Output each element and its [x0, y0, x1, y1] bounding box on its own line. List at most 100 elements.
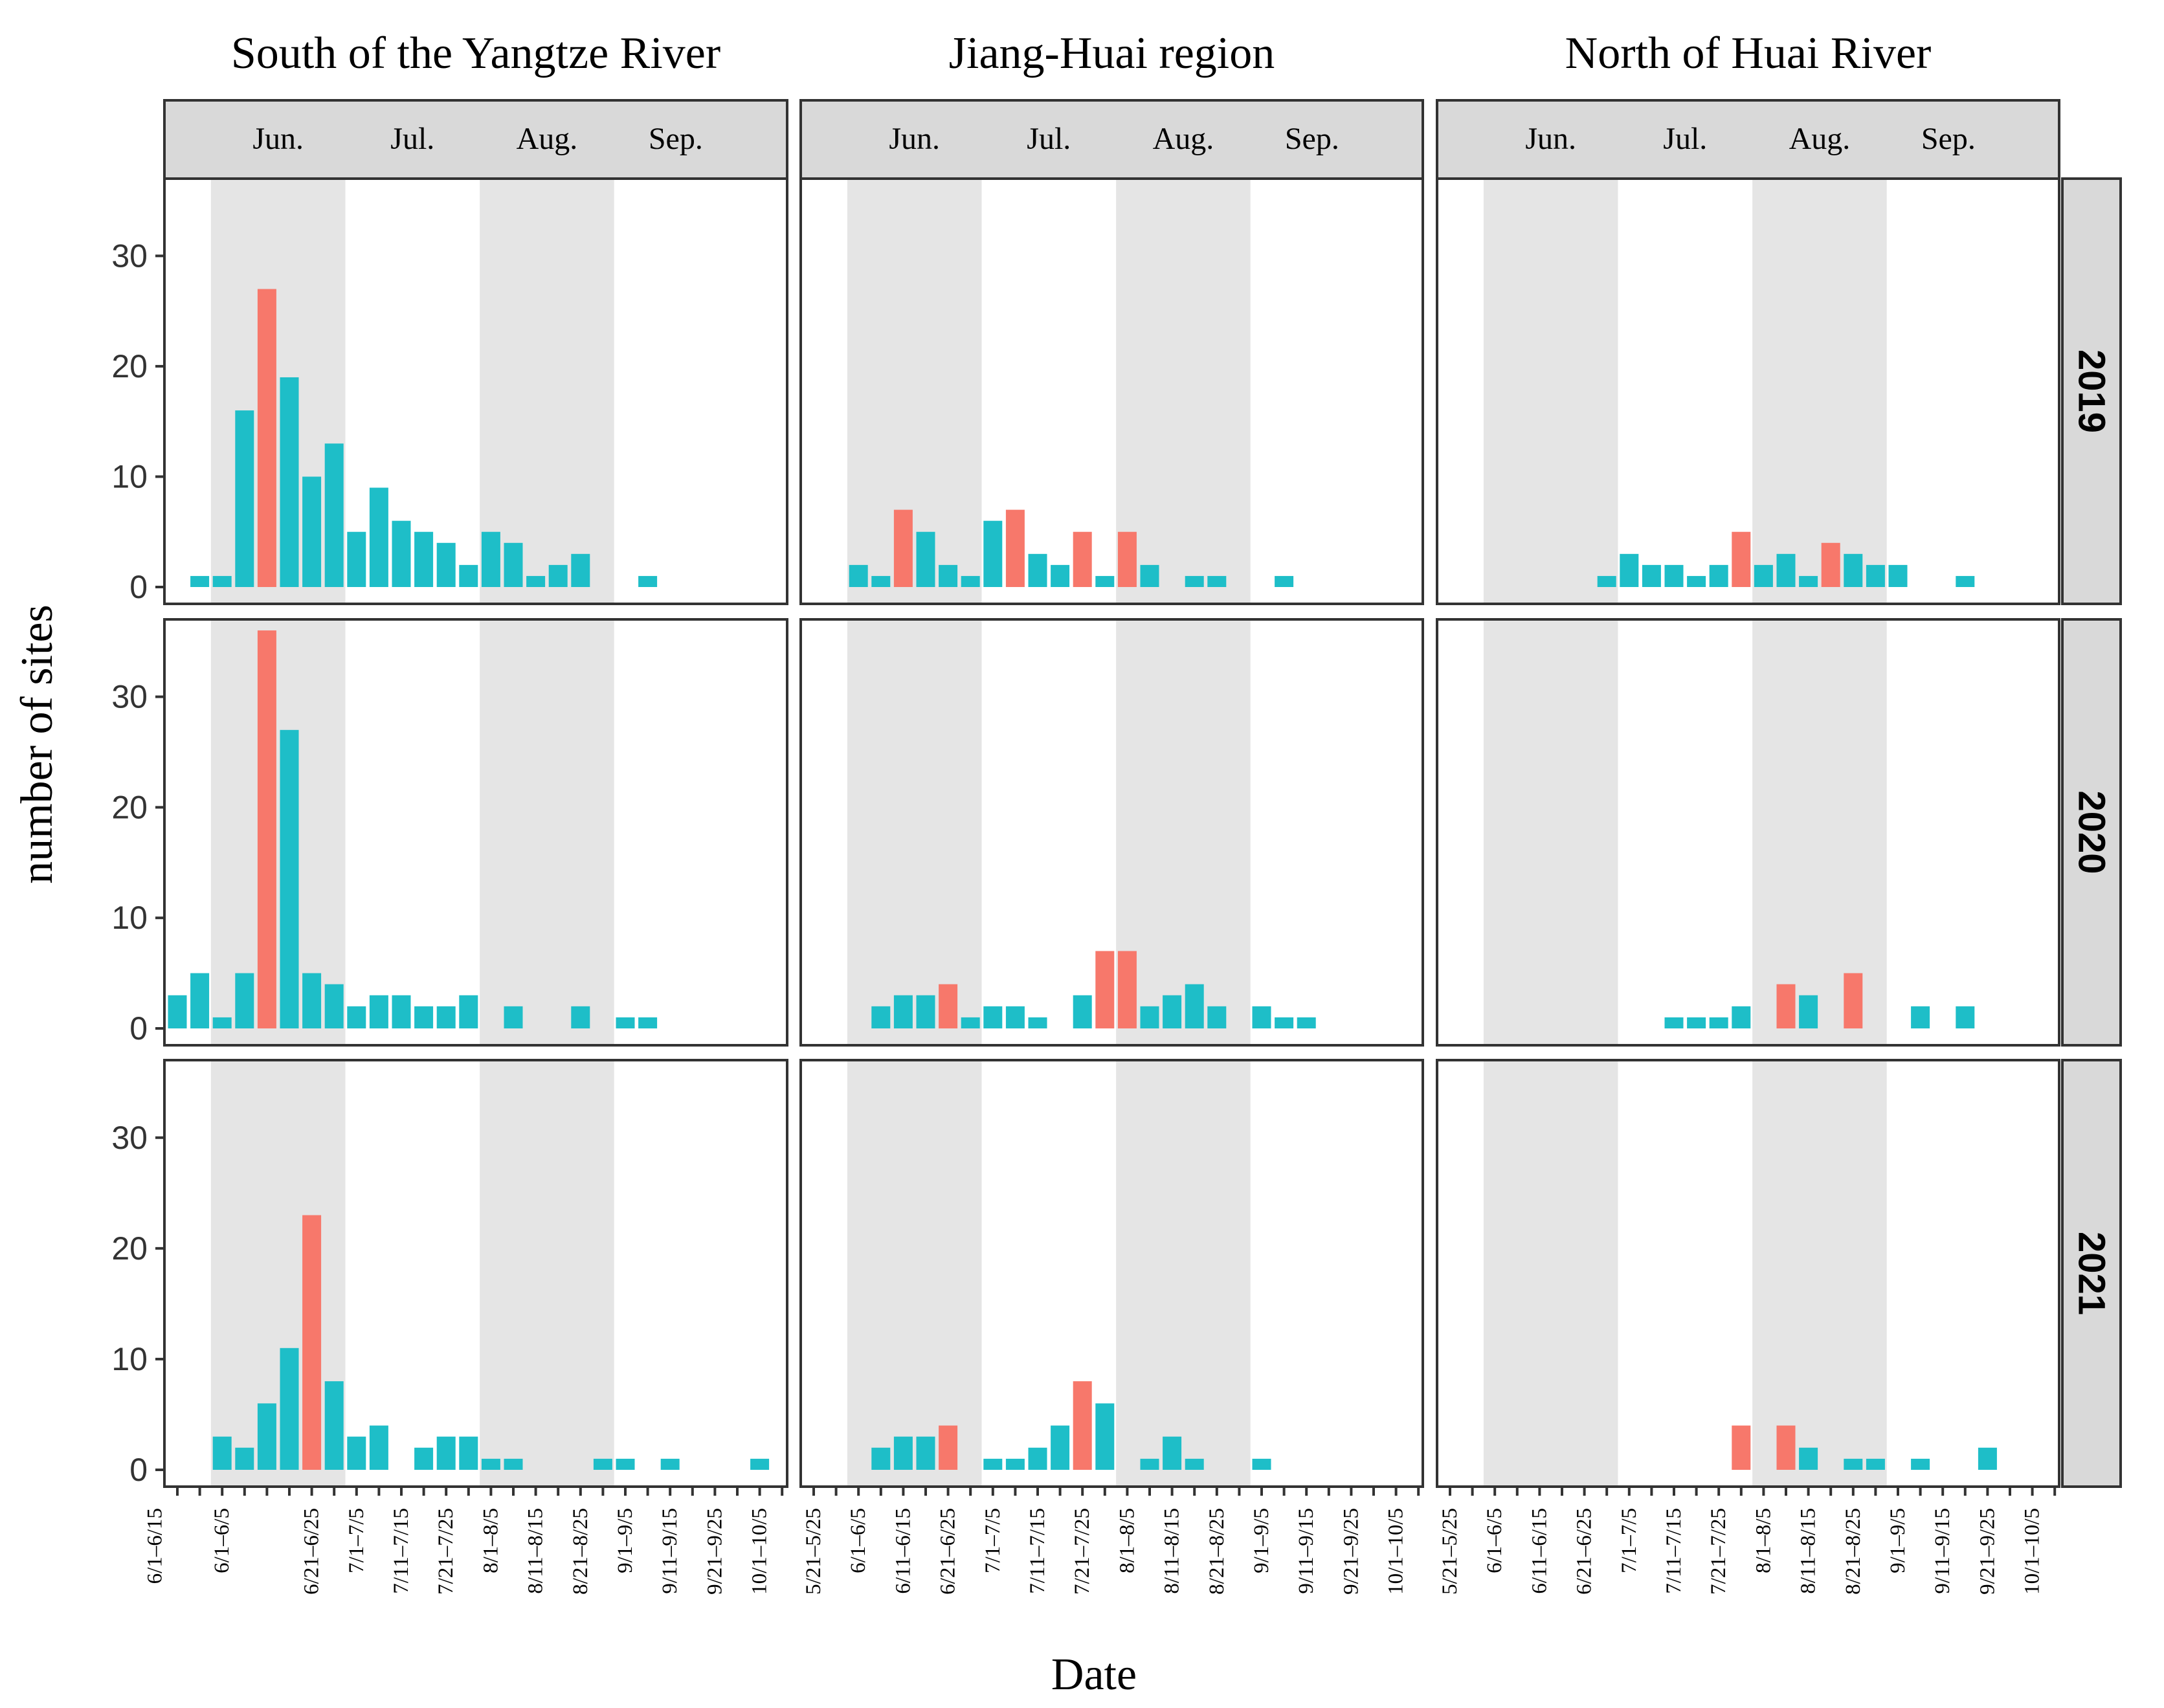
month-label-jun: Jun. — [252, 122, 304, 156]
bar-south-of-the-yangtze-river-2019-6-1-6-5 — [212, 575, 232, 587]
y-tick-label: 0 — [129, 569, 148, 605]
shaded-period — [480, 1060, 614, 1487]
x-tick-label: 10/1–10/5 — [748, 1508, 772, 1595]
bar-jiang-huai-region-2019-7-11-7-15 — [1028, 553, 1047, 587]
x-tick-label: 5/21–5/25 — [802, 1508, 825, 1595]
x-tick-label: 8/11–8/15 — [1161, 1508, 1184, 1594]
bar-south-of-the-yangtze-river-2020-7-21-7-25 — [436, 1006, 456, 1028]
bar-south-of-the-yangtze-river-2019-7-6-7-10 — [369, 487, 388, 587]
bar-south-of-the-yangtze-river-2021-6-1-6-5 — [212, 1436, 232, 1470]
bar-south-of-the-yangtze-river-2020-9-6-9-10 — [638, 1017, 658, 1028]
shaded-period — [480, 619, 614, 1045]
bar-jiang-huai-region-2021-7-11-7-15 — [1028, 1447, 1047, 1470]
x-tick-label: 7/21–7/25 — [1707, 1508, 1730, 1595]
bar-south-of-the-yangtze-river-2021-6-6-6-10 — [235, 1447, 254, 1470]
bar-jiang-huai-region-2019-7-26-7-31 — [1095, 575, 1115, 587]
bar-jiang-huai-region-2020-8-1-8-5 — [1117, 951, 1137, 1028]
x-tick-label: 8/1–8/5 — [479, 1508, 502, 1573]
panel-border — [163, 177, 788, 605]
bar-north-of-huai-river-2021-9-6-9-10 — [1911, 1458, 1930, 1470]
x-tick-label: 8/11–8/15 — [524, 1508, 548, 1594]
month-label-aug: Aug. — [517, 122, 578, 156]
bar-south-of-the-yangtze-river-2020-8-21-8-25 — [571, 1006, 590, 1028]
x-tick-label: 9/1–9/5 — [1886, 1508, 1910, 1573]
y-tick-label: 10 — [111, 1341, 148, 1377]
panel-border — [799, 177, 1424, 605]
bar-south-of-the-yangtze-river-2021-7-21-7-25 — [436, 1436, 456, 1470]
month-label-jun: Jun. — [889, 122, 940, 156]
month-label-jul: Jul. — [1663, 122, 1707, 156]
bar-jiang-huai-region-2019-6-1-6-5 — [849, 564, 868, 587]
x-tick-label: 7/11–7/15 — [390, 1508, 413, 1594]
y-tick-label: 0 — [129, 1452, 148, 1488]
x-tick-label: 10/1–10/5 — [2021, 1508, 2044, 1595]
bar-south-of-the-yangtze-river-2019-8-6-8-10 — [504, 542, 523, 587]
bar-jiang-huai-region-2019-7-16-7-20 — [1051, 564, 1070, 587]
month-label-aug: Aug. — [1153, 122, 1214, 156]
bar-jiang-huai-region-2019-8-6-8-10 — [1140, 564, 1159, 587]
bar-north-of-huai-river-2019-9-1-9-5 — [1888, 564, 1908, 587]
bar-jiang-huai-region-2020-8-21-8-25 — [1207, 1006, 1227, 1028]
year-strip — [2061, 1059, 2122, 1488]
bar-north-of-huai-river-2020-9-16-9-20 — [1956, 1006, 1975, 1028]
bar-south-of-the-yangtze-river-2020-6-6-6-10 — [235, 973, 254, 1028]
x-tick-label: 7/1–7/5 — [981, 1508, 1005, 1573]
bar-jiang-huai-region-2019-8-21-8-25 — [1207, 575, 1227, 587]
bar-south-of-the-yangtze-river-2021-9-11-9-15 — [660, 1458, 680, 1470]
x-tick-label: 9/11–9/15 — [1295, 1508, 1318, 1594]
bar-north-of-huai-river-2021-8-21-8-25 — [1844, 1458, 1863, 1470]
bar-north-of-huai-river-2019-8-1-8-5 — [1754, 564, 1773, 587]
bar-south-of-the-yangtze-river-2021-9-1-9-5 — [616, 1458, 635, 1470]
bar-jiang-huai-region-2020-9-11-9-15 — [1297, 1017, 1316, 1028]
bar-north-of-huai-river-2021-8-26-8-31 — [1866, 1458, 1885, 1470]
bar-north-of-huai-river-2019-8-6-8-10 — [1776, 553, 1796, 587]
bar-south-of-the-yangtze-river-2020-7-6-7-10 — [369, 995, 388, 1028]
bar-jiang-huai-region-2020-6-26-6-30 — [961, 1017, 980, 1028]
bar-south-of-the-yangtze-river-2019-6-21-6-25 — [302, 476, 322, 587]
bar-north-of-huai-river-2019-9-16-9-20 — [1956, 575, 1975, 587]
bar-jiang-huai-region-2021-6-16-6-20 — [916, 1436, 935, 1470]
bar-jiang-huai-region-2020-7-26-7-31 — [1095, 951, 1115, 1028]
bar-jiang-huai-region-2020-7-21-7-25 — [1073, 995, 1092, 1028]
bar-south-of-the-yangtze-river-2019-7-21-7-25 — [436, 542, 456, 587]
bar-north-of-huai-river-2020-7-16-7-20 — [1687, 1017, 1706, 1028]
x-tick-label: 7/1–7/5 — [1618, 1508, 1641, 1573]
bar-south-of-the-yangtze-river-2021-6-11-6-15 — [257, 1403, 276, 1470]
bar-jiang-huai-region-2019-6-11-6-15 — [893, 509, 913, 587]
bar-jiang-huai-region-2021-8-16-8-20 — [1185, 1458, 1204, 1470]
bar-jiang-huai-region-2020-9-6-9-10 — [1275, 1017, 1294, 1028]
bar-jiang-huai-region-2019-6-6-6-10 — [871, 575, 891, 587]
bar-south-of-the-yangtze-river-2021-7-26-7-31 — [459, 1436, 478, 1470]
shade-layer — [164, 179, 2059, 1487]
month-label-jul: Jul. — [390, 122, 434, 156]
y-tick-label: 30 — [111, 679, 148, 715]
year-strip — [2061, 177, 2122, 605]
bar-north-of-huai-river-2021-9-21-9-25 — [1978, 1447, 1997, 1470]
month-strip — [799, 99, 1424, 180]
shaded-period — [210, 1060, 346, 1487]
x-tick-label: 6/1–6/5 — [1483, 1508, 1506, 1573]
bar-south-of-the-yangtze-river-2019-7-26-7-31 — [459, 564, 478, 587]
bar-south-of-the-yangtze-river-2019-8-11-8-15 — [526, 575, 546, 587]
year-label-2019: 2019 — [2071, 349, 2113, 433]
month-strip — [1436, 99, 2060, 180]
bar-south-of-the-yangtze-river-2020-7-11-7-15 — [392, 995, 411, 1028]
x-tick-label: 6/21–6/25 — [1573, 1508, 1596, 1595]
bar-jiang-huai-region-2020-7-6-7-10 — [1005, 1006, 1025, 1028]
year-strip — [2061, 618, 2122, 1047]
bar-north-of-huai-river-2019-7-11-7-15 — [1664, 564, 1684, 587]
month-label-sep: Sep. — [1285, 122, 1339, 156]
panel-border — [1436, 618, 2060, 1047]
panel-border — [1436, 177, 2060, 605]
x-tick-label: 8/21–8/25 — [1842, 1508, 1865, 1595]
x-tick-label: 9/1–9/5 — [1250, 1508, 1273, 1573]
bar-jiang-huai-region-2021-7-26-7-31 — [1095, 1403, 1115, 1470]
bar-south-of-the-yangtze-river-2019-8-21-8-25 — [571, 553, 590, 587]
bar-jiang-huai-region-2020-8-6-8-10 — [1140, 1006, 1159, 1028]
shaded-period — [1483, 1060, 1618, 1487]
shaded-period — [847, 179, 982, 604]
text-layer: South of the Yangtze River Jiang-Huai reg… — [12, 28, 2113, 1700]
bar-south-of-the-yangtze-river-2021-6-16-6-20 — [280, 1348, 299, 1470]
bar-south-of-the-yangtze-river-2019-6-26-6-30 — [324, 443, 344, 587]
bar-jiang-huai-region-2019-8-16-8-20 — [1185, 575, 1204, 587]
